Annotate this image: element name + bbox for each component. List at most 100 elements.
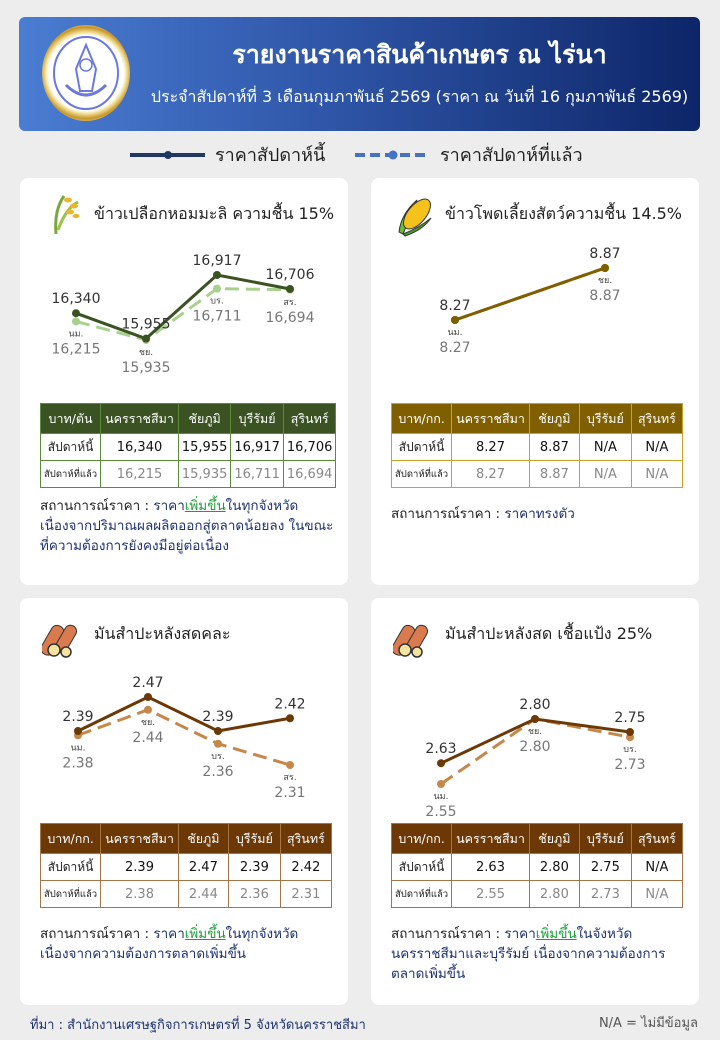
this-week-cell: 16,917 bbox=[230, 433, 284, 461]
last-week-cell: 2.38 bbox=[100, 880, 179, 908]
commodity-card: ข้าวเปลือกหอมมะลิ ความชื้น 15% 16,340 นม. 1… bbox=[20, 178, 348, 585]
legend-label: ราคาสัปดาห์นี้ bbox=[215, 145, 326, 166]
status-text: ราคา bbox=[153, 926, 185, 942]
last-week-cell: 2.73 bbox=[578, 880, 632, 908]
province-abbr-label: ชย. bbox=[141, 718, 155, 728]
cassava-icon bbox=[393, 624, 428, 658]
report-header: รายงานราคาสินค้าเกษตร ณ ไร่นา ประจำสัปดา… bbox=[19, 17, 700, 131]
this-week-value-label: 15,955 bbox=[122, 317, 171, 333]
row-label: สัปดาห์นี้ bbox=[390, 433, 453, 461]
legend-last-week: ราคาสัปดาห์ที่แล้ว bbox=[355, 140, 583, 169]
unit-header: บาท/ตัน bbox=[39, 403, 102, 434]
price-line-chart: 16,340 นม. 16,215 15,955 ชย. 15,935 16,917 บร. 1… bbox=[52, 253, 315, 376]
status-text: ราคาทรงตัว bbox=[504, 506, 575, 522]
province-abbr-label: บร. bbox=[211, 752, 224, 762]
this-week-value-label: 16,706 bbox=[266, 267, 315, 283]
rice-icon bbox=[54, 195, 80, 235]
province-header: บุรีรัมย์ bbox=[578, 823, 632, 854]
this-week-line bbox=[454, 266, 606, 322]
province-abbr-label: บร. bbox=[623, 745, 636, 755]
last-week-point bbox=[213, 284, 221, 293]
this-week-line bbox=[75, 273, 291, 341]
this-week-value-label: 8.87 bbox=[589, 246, 620, 262]
province-abbr-label: ชย. bbox=[598, 276, 612, 286]
table-row: สัปดาห์ที่แล้ว 8.27 8.87 N/A N/A bbox=[390, 460, 683, 488]
last-week-value-label: 2.38 bbox=[62, 755, 93, 771]
last-week-cell: 2.31 bbox=[279, 880, 332, 908]
price-status: สถานการณ์ราคา : ราคาเพิ่มขึ้นในทุกจังหวั… bbox=[40, 496, 340, 556]
this-week-point bbox=[144, 693, 152, 701]
this-week-value-label: 2.63 bbox=[425, 741, 456, 757]
price-line-chart: 8.27 นม. 8.27 8.87 ชย. 8.87 bbox=[439, 246, 620, 356]
this-week-cell: 2.47 bbox=[177, 853, 229, 881]
legend-label: ราคาสัปดาห์ที่แล้ว bbox=[440, 145, 583, 166]
last-week-line bbox=[77, 708, 291, 767]
last-week-cell: 2.55 bbox=[451, 880, 530, 908]
this-week-value-label: 2.75 bbox=[614, 710, 645, 726]
this-week-cell: 16,706 bbox=[282, 433, 337, 461]
province-header: สุรินทร์ bbox=[282, 403, 337, 434]
table-row: สัปดาห์นี้ 16,340 15,955 16,917 16,706 bbox=[39, 433, 337, 461]
row-label: สัปดาห์นี้ bbox=[39, 853, 102, 881]
price-status: สถานการณ์ราคา : ราคาเพิ่มขึ้นในทุกจังหวั… bbox=[40, 924, 340, 964]
this-week-value-label: 2.80 bbox=[519, 697, 550, 713]
status-label: สถานการณ์ราคา : bbox=[391, 926, 501, 942]
this-week-point bbox=[142, 334, 150, 343]
price-table: บาท/กก. นครราชสีมา ชัยภูมิ บุรีรัมย์ สุรินทร… bbox=[39, 823, 332, 908]
province-abbr-label: สร. bbox=[283, 298, 296, 308]
last-week-value-label: 16,215 bbox=[52, 341, 101, 357]
province-header: สุรินทร์ bbox=[630, 403, 683, 434]
last-week-cell: 16,694 bbox=[282, 460, 337, 488]
this-week-point bbox=[626, 728, 634, 736]
province-header: นครราชสีมา bbox=[451, 823, 530, 854]
status-highlight: เพิ่มขึ้น bbox=[184, 926, 226, 942]
province-header: ชัยภูมิ bbox=[528, 403, 580, 434]
last-week-cell: 8.87 bbox=[528, 460, 580, 488]
last-week-point bbox=[286, 761, 294, 769]
province-header: บุรีรัมย์ bbox=[578, 403, 632, 434]
last-week-value-label: 2.80 bbox=[519, 739, 550, 755]
unit-header: บาท/กก. bbox=[39, 823, 102, 854]
last-week-cell: 16,711 bbox=[230, 460, 284, 488]
last-week-cell: 8.27 bbox=[451, 460, 530, 488]
this-week-line bbox=[77, 695, 291, 733]
commodity-card: มันสำปะหลังสดคละ 2.39 นม. 2.38 2.47 ชย. 2.44 2.… bbox=[20, 598, 348, 1005]
row-label: สัปดาห์ที่แล้ว bbox=[390, 880, 453, 908]
row-label: สัปดาห์ที่แล้ว bbox=[39, 460, 102, 488]
this-week-point bbox=[451, 316, 459, 324]
this-week-value-label: 8.27 bbox=[439, 298, 470, 314]
last-week-line bbox=[75, 287, 291, 342]
chart-legend: ราคาสัปดาห์นี้ ราคาสัปดาห์ที่แล้ว bbox=[0, 140, 720, 166]
this-week-point bbox=[286, 284, 294, 293]
province-header: นครราชสีมา bbox=[100, 403, 179, 434]
this-week-value-label: 2.39 bbox=[202, 709, 233, 725]
page-subtitle: ประจำสัปดาห์ที่ 3 เดือนกุมภาพันธ์ 2569 (… bbox=[150, 87, 689, 106]
province-header: นครราชสีมา bbox=[100, 823, 179, 854]
province-header: บุรีรัมย์ bbox=[227, 823, 281, 854]
this-week-cell: N/A bbox=[578, 433, 632, 461]
status-text: ในทุกจังหวัด เนื่องจากปริมาณผลผลิตออกสู่… bbox=[40, 498, 334, 554]
this-week-point bbox=[74, 727, 82, 735]
this-week-point bbox=[213, 271, 221, 279]
province-abbr-label: ชย. bbox=[139, 348, 153, 358]
last-week-value-label: 16,694 bbox=[266, 310, 315, 326]
this-week-point bbox=[286, 714, 294, 723]
table-header-row: บาท/ตัน นครราชสีมา ชัยภูมิ บุรีรัมย์ สุรินทร… bbox=[39, 403, 337, 434]
this-week-point bbox=[214, 727, 222, 735]
province-abbr-label: สร. bbox=[283, 773, 296, 783]
this-week-cell: 8.27 bbox=[451, 433, 530, 461]
na-note: N/A = ไม่มีข้อมูล bbox=[598, 1016, 698, 1031]
status-label: สถานการณ์ราคา : bbox=[391, 506, 501, 522]
last-week-value-label: 2.31 bbox=[274, 785, 305, 801]
this-week-point bbox=[601, 264, 609, 272]
last-week-point bbox=[437, 780, 445, 788]
commodity-card: ข้าวโพดเลี้ยงสัตว์ความชื้น 14.5% 8.27 นม. 8… bbox=[371, 178, 699, 585]
price-table: บาท/กก. นครราชสีมา ชัยภูมิ บุรีรัมย์ สุรินทร… bbox=[390, 823, 683, 908]
province-abbr-label: นม. bbox=[434, 792, 449, 802]
last-week-point bbox=[72, 317, 80, 326]
last-week-cell: N/A bbox=[630, 880, 683, 908]
table-row: สัปดาห์นี้ 2.39 2.47 2.39 2.42 bbox=[39, 853, 332, 881]
last-week-cell: N/A bbox=[578, 460, 632, 488]
province-header: ชัยภูมิ bbox=[177, 823, 229, 854]
last-week-value-label: 2.73 bbox=[614, 757, 645, 773]
